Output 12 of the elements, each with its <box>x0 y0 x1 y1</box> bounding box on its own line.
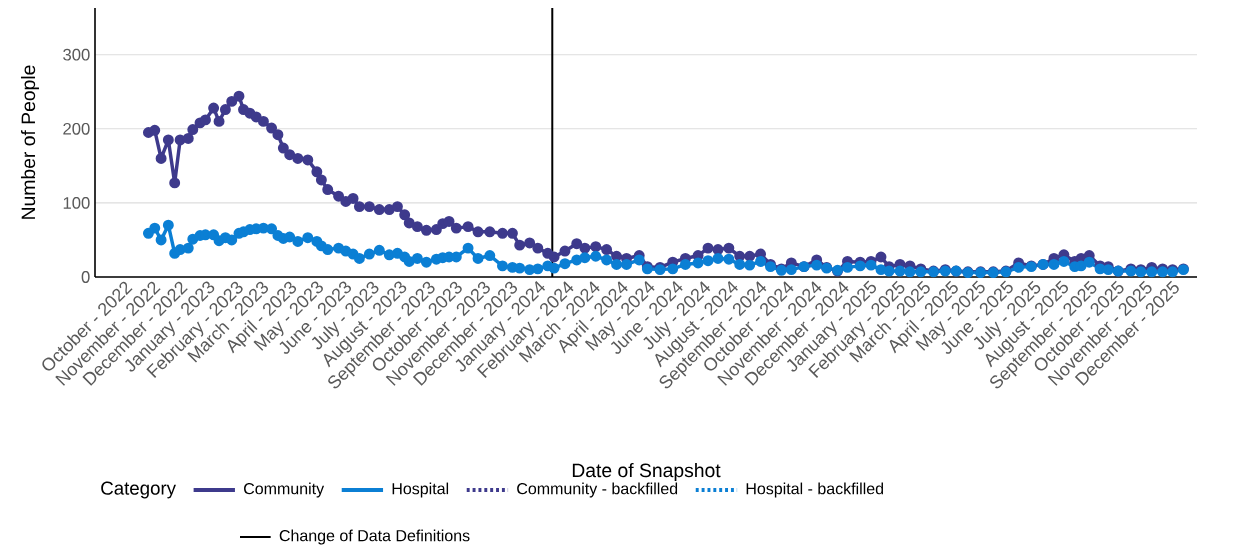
x-axis-title: Date of Snapshot <box>572 463 721 482</box>
legend-label: Change of Data Definitions <box>279 529 470 545</box>
y-tick-label: 200 <box>63 122 90 135</box>
y-tick-label: 100 <box>63 197 90 209</box>
legend-label: Community - backfilled <box>517 482 678 498</box>
legend-label: Hospital <box>392 482 449 498</box>
y-tick-label: 300 <box>63 48 90 61</box>
y-tick-label: 0 <box>81 271 90 283</box>
legend-title: Category <box>101 481 176 499</box>
legend-label: Hospital - backfilled <box>746 482 884 498</box>
legend-label: Community <box>244 482 325 498</box>
y-axis-title: Number of People <box>20 65 39 219</box>
